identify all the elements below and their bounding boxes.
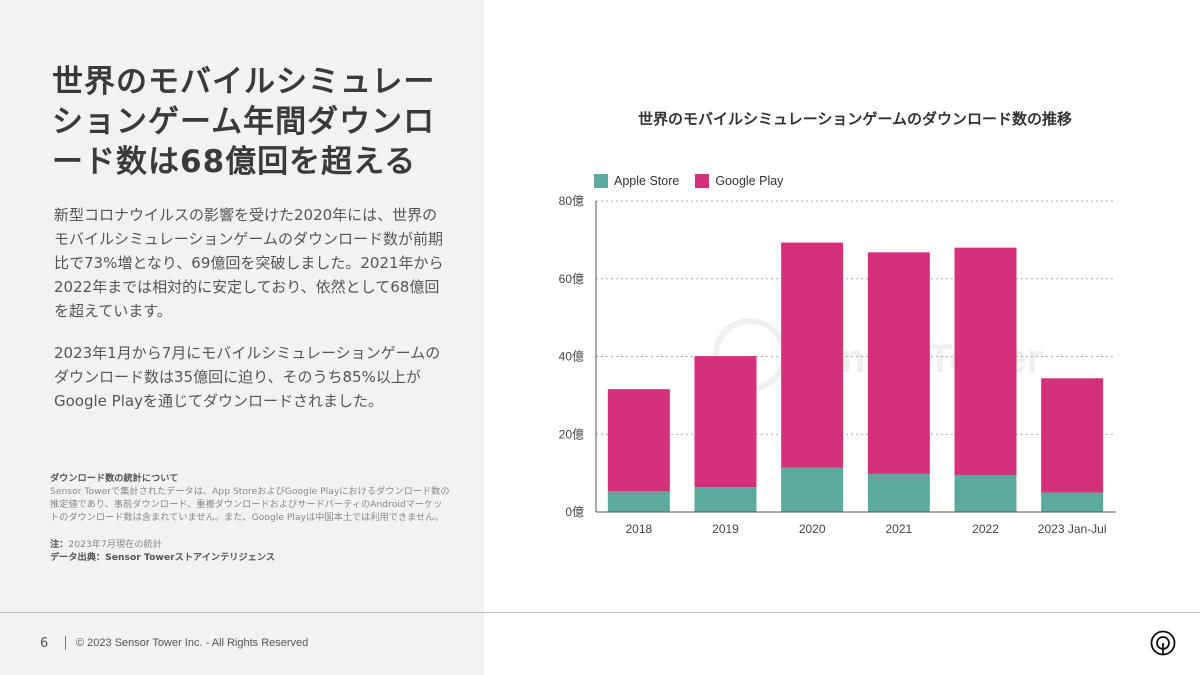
legend-item-google-play: Google Play xyxy=(695,174,783,188)
x-tick-label: 2019 xyxy=(712,522,739,536)
copyright: © 2023 Sensor Tower Inc. - All Rights Re… xyxy=(76,637,309,649)
legend-swatch-apple-store xyxy=(594,174,608,188)
legend-swatch-google-play xyxy=(695,174,710,188)
data-source-text: データ出典：Sensor Towerストアインテリジェンス xyxy=(50,552,276,563)
x-tick-label: 2021 xyxy=(885,522,912,536)
x-tick-label: 2020 xyxy=(799,522,826,536)
bar-google-play xyxy=(781,242,844,468)
footer-divider xyxy=(0,612,1200,613)
chart-title: 世界のモバイルシミュレーションゲームのダウンロード数の推移 xyxy=(638,110,1072,128)
legend-label-google-play: Google Play xyxy=(715,174,784,188)
bar-apple-store xyxy=(781,467,844,512)
bar-google-play xyxy=(694,356,757,488)
data-source: データ出典：Sensor Towerストアインテリジェンス xyxy=(50,551,450,564)
y-tick-label: 0億 xyxy=(565,505,584,519)
notes-title: ダウンロード数の統計について xyxy=(50,473,179,484)
x-tick-label: 2022 xyxy=(972,522,999,536)
bar-apple-store xyxy=(954,475,1017,512)
note-label: 注： xyxy=(50,539,69,550)
page-number: 6 xyxy=(40,636,49,651)
x-tick-label: 2018 xyxy=(625,522,652,536)
note-line: 注：2023年7月現在の統計 xyxy=(50,538,450,551)
headline: 世界のモバイルシミュレーションゲーム年間ダウンロード数は68億回を超える xyxy=(52,64,436,180)
legend-item-apple-store: Apple Store xyxy=(594,174,679,188)
x-tick-label: 2023 Jan-Jul xyxy=(1038,522,1107,536)
legend-label-apple-store: Apple Store xyxy=(614,174,680,188)
y-tick-label: 80億 xyxy=(559,194,584,208)
y-tick-label: 60億 xyxy=(559,272,584,286)
note-text: 2023年7月現在の統計 xyxy=(68,539,162,550)
bar-google-play xyxy=(867,252,930,474)
bar-google-play xyxy=(1041,378,1104,493)
bar-apple-store xyxy=(607,491,670,512)
notes: ダウンロード数の統計について Sensor Towerで集計されたデータは、Ap… xyxy=(50,472,450,564)
bar-apple-store xyxy=(694,487,757,512)
bar-google-play xyxy=(954,247,1017,476)
bar-google-play xyxy=(607,389,670,492)
notes-body: Sensor Towerで集計されたデータは、App StoreおよびGoogl… xyxy=(50,486,450,523)
y-tick-label: 20億 xyxy=(559,427,584,441)
bar-apple-store xyxy=(867,473,930,512)
footer-separator xyxy=(65,636,66,650)
paragraph-1: 新型コロナウイルスの影響を受けた2020年には、世界のモバイルシミュレーションゲ… xyxy=(54,206,444,320)
stacked-bar-chart: SensorTower0億20億40億60億80億201820192020202… xyxy=(559,194,1116,536)
y-tick-label: 40億 xyxy=(559,350,584,364)
chart-legend: Apple Store Google Play xyxy=(594,174,799,188)
left-panel: 世界のモバイルシミュレーションゲーム年間ダウンロード数は68億回を超える 新型コ… xyxy=(0,0,484,675)
bar-apple-store xyxy=(1041,492,1104,512)
paragraph-2: 2023年1月から7月にモバイルシミュレーションゲームのダウンロード数は35億回… xyxy=(54,344,441,410)
sensor-tower-logo-icon xyxy=(1150,630,1176,656)
